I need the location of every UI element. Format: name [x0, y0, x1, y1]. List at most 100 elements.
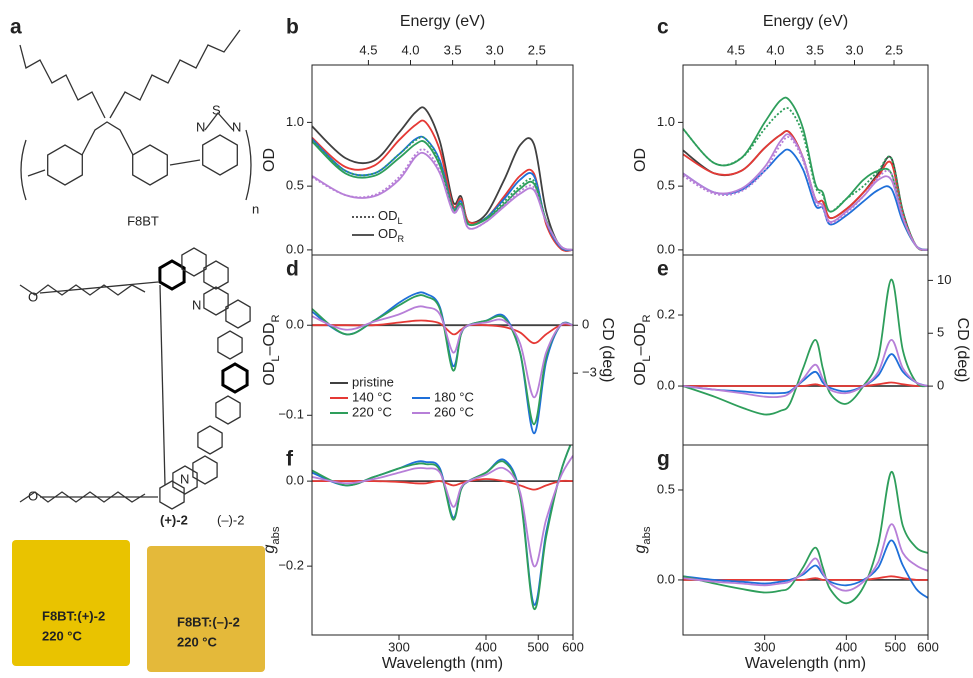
ring	[47, 144, 83, 186]
series-line	[683, 381, 928, 388]
x-tick-label: 400	[475, 639, 497, 654]
series-line	[683, 96, 928, 251]
ring	[225, 299, 251, 329]
series-line	[312, 478, 573, 491]
bracket	[245, 129, 252, 201]
y-tick-label: 0.0	[286, 317, 304, 332]
plot-area	[312, 106, 573, 252]
label-part: OD	[632, 148, 649, 172]
y2-axis-label: CD (deg)	[599, 318, 616, 383]
ring	[159, 480, 185, 510]
label-part: L	[270, 355, 282, 361]
x2-tick-label: 2.5	[528, 42, 546, 57]
label-part: –OD	[261, 322, 278, 355]
photo	[12, 540, 130, 666]
label-part: OD	[632, 362, 649, 386]
series-line	[312, 148, 573, 251]
series-line	[312, 455, 573, 568]
series-line	[312, 305, 573, 399]
photo-label: 220 °C	[177, 634, 218, 649]
label-part: g	[261, 544, 278, 553]
y-tick-label: 1.0	[657, 114, 675, 129]
x-tick-label: 300	[754, 639, 776, 654]
photos: F8BT:(+)-2 220 °C F8BT:(–)-2 220 °C	[12, 540, 265, 672]
enantiomer-label: (–)-2	[217, 512, 244, 527]
atom: S	[212, 102, 221, 117]
x-tick-label: 400	[835, 639, 857, 654]
y-tick-label: 1.0	[286, 114, 304, 129]
label-part: OD	[261, 362, 278, 386]
polymer-name: F8BT	[127, 213, 159, 228]
x-axis-label: Wavelength (nm)	[382, 655, 503, 672]
series-line	[683, 523, 928, 592]
chemical-structures: F8BT n S N N O N N O (+)-2 (–)-2	[19, 29, 259, 527]
y-tick-label: 0.5	[286, 178, 304, 193]
series-line	[312, 106, 573, 252]
photo-label: 220 °C	[42, 628, 83, 643]
series-line	[312, 445, 572, 610]
series-line	[683, 133, 928, 251]
ring	[221, 362, 249, 394]
series-line	[683, 575, 928, 581]
series-line	[683, 471, 928, 605]
atom: N	[192, 297, 201, 312]
plot-area	[683, 278, 928, 416]
panel-label: f	[286, 448, 294, 471]
x2-tick-label: 4.0	[766, 42, 784, 57]
panel-label: c	[657, 16, 669, 39]
label-part: g	[632, 544, 649, 553]
y-tick-label: 0.0	[657, 571, 675, 586]
y-tick-label: 0.5	[657, 178, 675, 193]
y-tick-label: 0.5	[657, 481, 675, 496]
label-part: abs	[270, 526, 282, 544]
x-axis-label: Wavelength (nm)	[745, 655, 866, 672]
label-part: R	[641, 314, 653, 322]
x-tick-label: 300	[388, 639, 410, 654]
atom: N	[232, 119, 241, 134]
label-part: OD	[378, 226, 398, 241]
series-line	[312, 119, 573, 252]
repeat-unit: n	[252, 201, 259, 216]
atom: O	[28, 488, 38, 503]
y-axis-label: OD	[632, 148, 649, 172]
label-part: R	[398, 234, 405, 244]
ring	[158, 259, 186, 291]
ring	[197, 425, 223, 455]
y2-tick-label: −3	[582, 365, 597, 380]
y-axis-label: gabs	[632, 526, 653, 553]
y2-tick-label: 0	[582, 317, 589, 332]
x-tick-label: 500	[884, 639, 906, 654]
x2-tick-label: 2.5	[885, 42, 903, 57]
x2-tick-label: 3.0	[486, 42, 504, 57]
photo	[147, 546, 265, 672]
series-line	[683, 339, 928, 399]
series-line	[683, 353, 928, 395]
series-line	[683, 107, 928, 252]
label-part: –OD	[632, 322, 649, 355]
series-line	[683, 130, 928, 252]
ring	[132, 144, 168, 186]
alkyl-chain	[109, 29, 241, 119]
legend-label: 140 °C	[352, 389, 392, 404]
x-tick-label: 600	[562, 639, 584, 654]
series-line	[312, 319, 573, 345]
x2-tick-label: 4.0	[401, 42, 419, 57]
series-line	[312, 445, 572, 606]
ring	[181, 247, 207, 277]
label-part: R	[270, 314, 282, 322]
plot-frame	[682, 254, 929, 446]
x2-tick-label: 3.5	[444, 42, 462, 57]
series-line	[683, 278, 928, 416]
legend-label: ODL	[378, 208, 403, 226]
ring	[81, 121, 134, 156]
label-part: L	[641, 355, 653, 361]
label-part: abs	[641, 526, 653, 544]
y-tick-label: −0.2	[278, 558, 304, 573]
plot-frame	[311, 444, 574, 636]
legend-label: 220 °C	[352, 404, 392, 419]
series-line	[312, 136, 573, 251]
x2-tick-label: 4.5	[727, 42, 745, 57]
enantiomer-label: (+)-2	[160, 512, 188, 527]
x2-tick-label: 3.0	[845, 42, 863, 57]
plot-frame	[682, 444, 929, 636]
